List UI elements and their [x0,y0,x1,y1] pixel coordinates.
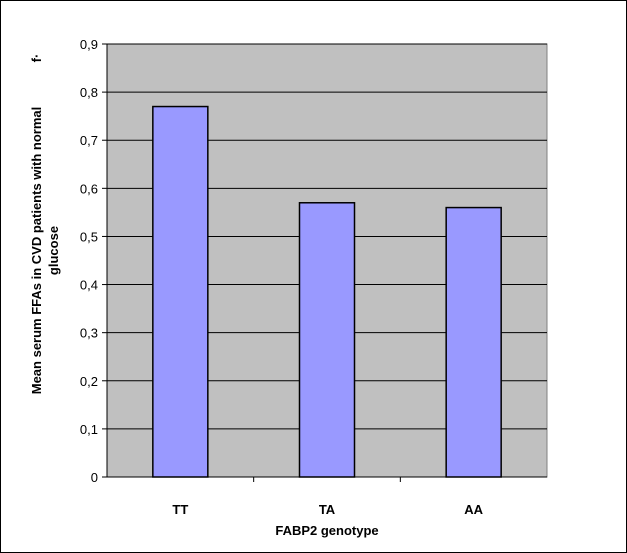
y-axis-title-line-2: glucose [46,226,61,275]
y-axis-title-line-1: Mean serum FFAs in CVD patients with nor… [29,107,44,395]
y-tick-label: 0,9 [80,37,98,52]
y-tick-label: 0,7 [80,133,98,148]
y-tick-label: 0,3 [80,326,98,341]
x-tick-label: TT [172,502,188,517]
y-axis-title: Mean serum FFAs in CVD patients with nor… [29,54,61,395]
y-axis-unit-fragment: f· [29,54,44,63]
y-tick-label: 0,8 [80,85,98,100]
y-tick-label: 0,2 [80,374,98,389]
bar-tt [152,105,209,478]
bars [152,105,502,478]
y-tick-label: 0,4 [80,278,98,293]
y-tick-labels: 0 0,1 0,2 0,3 0,4 0,5 0,6 0,7 0,8 0,9 [80,37,98,485]
x-tick-label: AA [464,502,483,517]
bar-ta [298,202,356,478]
y-tick-label: 0,1 [80,422,98,437]
axes [102,43,547,482]
y-tick-label: 0,6 [80,181,98,196]
x-tick-label: TA [319,502,336,517]
x-tick-labels: TT TA AA [172,502,483,517]
y-tick-label: 0 [91,470,98,485]
bar-aa [445,206,502,478]
x-axis-title: FABP2 genotype [275,523,378,538]
y-tick-label: 0,5 [80,229,98,244]
